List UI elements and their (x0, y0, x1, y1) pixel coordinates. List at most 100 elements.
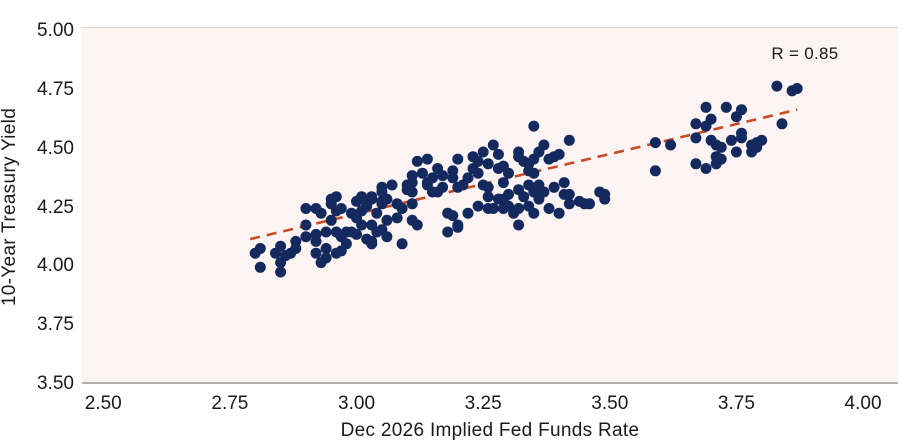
data-point (482, 158, 494, 170)
data-point (310, 247, 322, 259)
data-point (391, 212, 403, 224)
data-point (447, 210, 459, 222)
data-point (381, 214, 393, 226)
data-point (437, 170, 449, 182)
data-point (558, 177, 570, 189)
data-point (487, 139, 499, 151)
data-point (406, 198, 418, 210)
x-tick-label: 3.00 (338, 393, 376, 414)
data-point (472, 167, 484, 179)
data-point (371, 207, 383, 219)
data-point (736, 104, 747, 116)
data-point (254, 243, 266, 254)
data-point (396, 238, 408, 250)
data-point (513, 203, 525, 214)
data-point (320, 252, 332, 264)
data-point (538, 186, 550, 198)
data-point (254, 261, 266, 273)
data-point (563, 134, 575, 146)
data-point (599, 193, 611, 205)
y-tick-label: 4.00 (37, 255, 74, 277)
data-point (472, 155, 484, 167)
data-point (406, 186, 418, 198)
data-point (528, 120, 540, 132)
data-point (756, 134, 768, 146)
data-point (700, 163, 712, 174)
data-point (720, 101, 732, 113)
data-point (553, 207, 565, 219)
data-point (690, 118, 702, 130)
data-point (335, 203, 347, 214)
x-tick-label: 2.50 (84, 393, 122, 414)
data-point (366, 193, 378, 205)
x-axis-title: Dec 2026 Implied Fed Funds Rate (340, 420, 640, 441)
data-point (421, 153, 433, 165)
data-point (275, 240, 287, 252)
data-point (492, 148, 504, 160)
data-point (462, 172, 474, 184)
data-point (497, 177, 509, 189)
data-point (730, 146, 742, 158)
data-point (477, 146, 489, 158)
data-point (406, 177, 418, 189)
data-point (320, 226, 332, 238)
data-point (366, 235, 378, 247)
data-point (416, 167, 428, 179)
y-tick-label: 4.75 (37, 78, 74, 100)
x-tick-label: 3.25 (464, 393, 502, 414)
data-point (396, 203, 408, 214)
data-point (538, 139, 550, 151)
plot-area (82, 27, 898, 384)
data-point (482, 191, 494, 203)
y-tick-label: 3.75 (37, 314, 74, 336)
data-point (705, 113, 717, 125)
data-point (310, 228, 322, 240)
data-point (330, 191, 342, 203)
data-point (553, 148, 565, 160)
scatter-canvas (249, 80, 803, 278)
x-tick-label: 3.50 (591, 393, 629, 414)
data-point (381, 231, 393, 243)
data-point (776, 118, 788, 130)
data-point (300, 231, 312, 243)
data-point (472, 200, 484, 212)
data-point (482, 181, 494, 193)
data-point (290, 235, 302, 247)
data-point (543, 203, 555, 214)
data-point (700, 101, 712, 113)
data-point (690, 158, 702, 170)
data-point (690, 132, 702, 144)
data-point (351, 228, 362, 240)
data-point (452, 153, 464, 165)
data-point (340, 238, 352, 250)
data-point (447, 172, 459, 184)
data-point (513, 146, 525, 158)
data-point (563, 198, 575, 210)
data-point (503, 188, 514, 200)
data-point (275, 266, 287, 278)
data-point (300, 219, 312, 231)
y-tick-label: 4.50 (37, 137, 74, 159)
data-point (736, 132, 747, 144)
data-point (315, 207, 327, 219)
data-point (386, 179, 398, 191)
data-point (528, 207, 540, 219)
x-tick-label: 2.75 (211, 393, 249, 414)
x-tick-label: 4.00 (844, 393, 882, 414)
data-point (563, 188, 575, 200)
data-point (462, 207, 474, 219)
data-point (513, 219, 525, 231)
data-point (411, 155, 423, 167)
data-point (584, 198, 595, 210)
data-point (427, 172, 438, 184)
data-point (503, 167, 514, 179)
data-point (320, 243, 332, 254)
y-tick-label: 4.25 (37, 196, 74, 218)
x-tick-label: 3.75 (717, 393, 755, 414)
data-point (356, 219, 368, 231)
data-point (791, 83, 803, 94)
y-tick-label: 3.50 (37, 373, 74, 394)
data-point (771, 80, 783, 92)
data-point (381, 193, 393, 205)
